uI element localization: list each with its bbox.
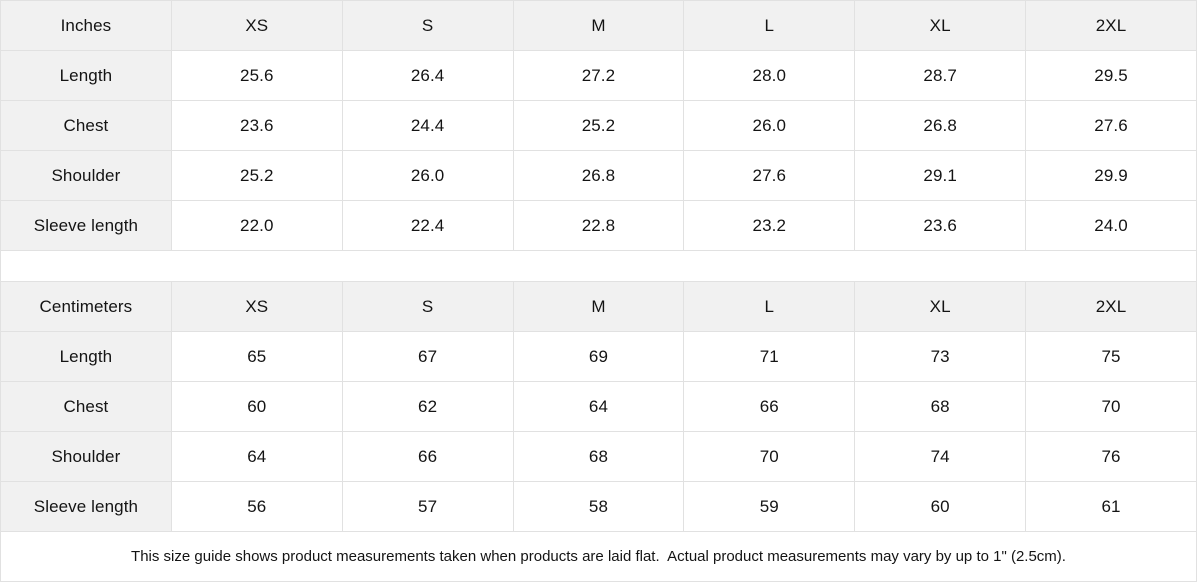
row-label-cell: Sleeve length: [0, 481, 172, 532]
table-header-row: Inches XS S M L XL 2XL: [0, 0, 1197, 51]
measurement-cell: 74: [854, 431, 1027, 482]
measurement-cell: 23.6: [854, 200, 1027, 251]
table-row: Shoulder 64 66 68 70 74 76: [0, 431, 1197, 482]
row-label-cell: Shoulder: [0, 431, 172, 482]
measurement-cell: 29.5: [1025, 50, 1197, 101]
measurement-cell: 64: [512, 381, 685, 432]
footnote: This size guide shows product measuremen…: [0, 532, 1197, 582]
row-label-cell: Shoulder: [0, 150, 172, 201]
measurement-cell: 76: [1025, 431, 1197, 482]
measurement-cell: 70: [683, 431, 856, 482]
measurement-cell: 56: [170, 481, 343, 532]
row-label-cell: Chest: [0, 100, 172, 151]
table-row: Chest 60 62 64 66 68 70: [0, 381, 1197, 432]
measurement-cell: 28.0: [683, 50, 856, 101]
measurement-cell: 64: [170, 431, 343, 482]
measurement-cell: 22.8: [512, 200, 685, 251]
table-row: Length 65 67 69 71 73 75: [0, 331, 1197, 382]
measurement-cell: 60: [170, 381, 343, 432]
table-row: Sleeve length 56 57 58 59 60 61: [0, 481, 1197, 532]
unit-header-cell: Inches: [0, 0, 172, 51]
table-row: Shoulder 25.2 26.0 26.8 27.6 29.1 29.9: [0, 150, 1197, 201]
table-section-gap: [0, 251, 1197, 281]
unit-header-cell: Centimeters: [0, 281, 172, 332]
measurement-cell: 71: [683, 331, 856, 382]
measurement-cell: 59: [683, 481, 856, 532]
measurement-cell: 25.2: [512, 100, 685, 151]
measurement-cell: 58: [512, 481, 685, 532]
size-header-cell-xs: XS: [170, 0, 343, 51]
measurement-cell: 61: [1025, 481, 1197, 532]
measurement-cell: 75: [1025, 331, 1197, 382]
measurement-cell: 25.2: [170, 150, 343, 201]
measurement-cell: 25.6: [170, 50, 343, 101]
measurement-cell: 23.6: [170, 100, 343, 151]
measurement-cell: 57: [341, 481, 514, 532]
measurement-cell: 28.7: [854, 50, 1027, 101]
measurement-cell: 73: [854, 331, 1027, 382]
table-header-row: Centimeters XS S M L XL 2XL: [0, 281, 1197, 332]
measurement-cell: 26.0: [341, 150, 514, 201]
row-label-cell: Sleeve length: [0, 200, 172, 251]
table-row: Sleeve length 22.0 22.4 22.8 23.2 23.6 2…: [0, 200, 1197, 251]
size-guide-table-centimeters: Centimeters XS S M L XL 2XL Length 65 67…: [0, 281, 1197, 532]
measurement-cell: 27.6: [1025, 100, 1197, 151]
size-header-cell-2xl: 2XL: [1025, 281, 1197, 332]
measurement-cell: 22.0: [170, 200, 343, 251]
measurement-cell: 68: [854, 381, 1027, 432]
row-label-cell: Chest: [0, 381, 172, 432]
measurement-cell: 27.2: [512, 50, 685, 101]
measurement-cell: 26.4: [341, 50, 514, 101]
measurement-cell: 29.1: [854, 150, 1027, 201]
measurement-cell: 23.2: [683, 200, 856, 251]
measurement-cell: 69: [512, 331, 685, 382]
measurement-cell: 24.0: [1025, 200, 1197, 251]
table-row: Length 25.6 26.4 27.2 28.0 28.7 29.5: [0, 50, 1197, 101]
measurement-cell: 70: [1025, 381, 1197, 432]
measurement-cell: 68: [512, 431, 685, 482]
measurement-cell: 60: [854, 481, 1027, 532]
table-row: Chest 23.6 24.4 25.2 26.0 26.8 27.6: [0, 100, 1197, 151]
size-header-cell-m: M: [512, 281, 685, 332]
size-header-cell-l: L: [683, 0, 856, 51]
size-header-cell-s: S: [341, 281, 514, 332]
measurement-cell: 22.4: [341, 200, 514, 251]
measurement-cell: 67: [341, 331, 514, 382]
measurement-cell: 27.6: [683, 150, 856, 201]
measurement-cell: 24.4: [341, 100, 514, 151]
size-header-cell-xl: XL: [854, 0, 1027, 51]
measurement-cell: 66: [341, 431, 514, 482]
row-label-cell: Length: [0, 331, 172, 382]
measurement-cell: 26.8: [854, 100, 1027, 151]
row-label-cell: Length: [0, 50, 172, 101]
size-header-cell-xs: XS: [170, 281, 343, 332]
measurement-cell: 26.0: [683, 100, 856, 151]
measurement-cell: 66: [683, 381, 856, 432]
size-header-cell-m: M: [512, 0, 685, 51]
measurement-cell: 65: [170, 331, 343, 382]
size-header-cell-l: L: [683, 281, 856, 332]
size-header-cell-2xl: 2XL: [1025, 0, 1197, 51]
measurement-cell: 26.8: [512, 150, 685, 201]
size-header-cell-xl: XL: [854, 281, 1027, 332]
measurement-cell: 62: [341, 381, 514, 432]
size-header-cell-s: S: [341, 0, 514, 51]
measurement-cell: 29.9: [1025, 150, 1197, 201]
size-guide-table-inches: Inches XS S M L XL 2XL Length 25.6 26.4 …: [0, 0, 1197, 251]
